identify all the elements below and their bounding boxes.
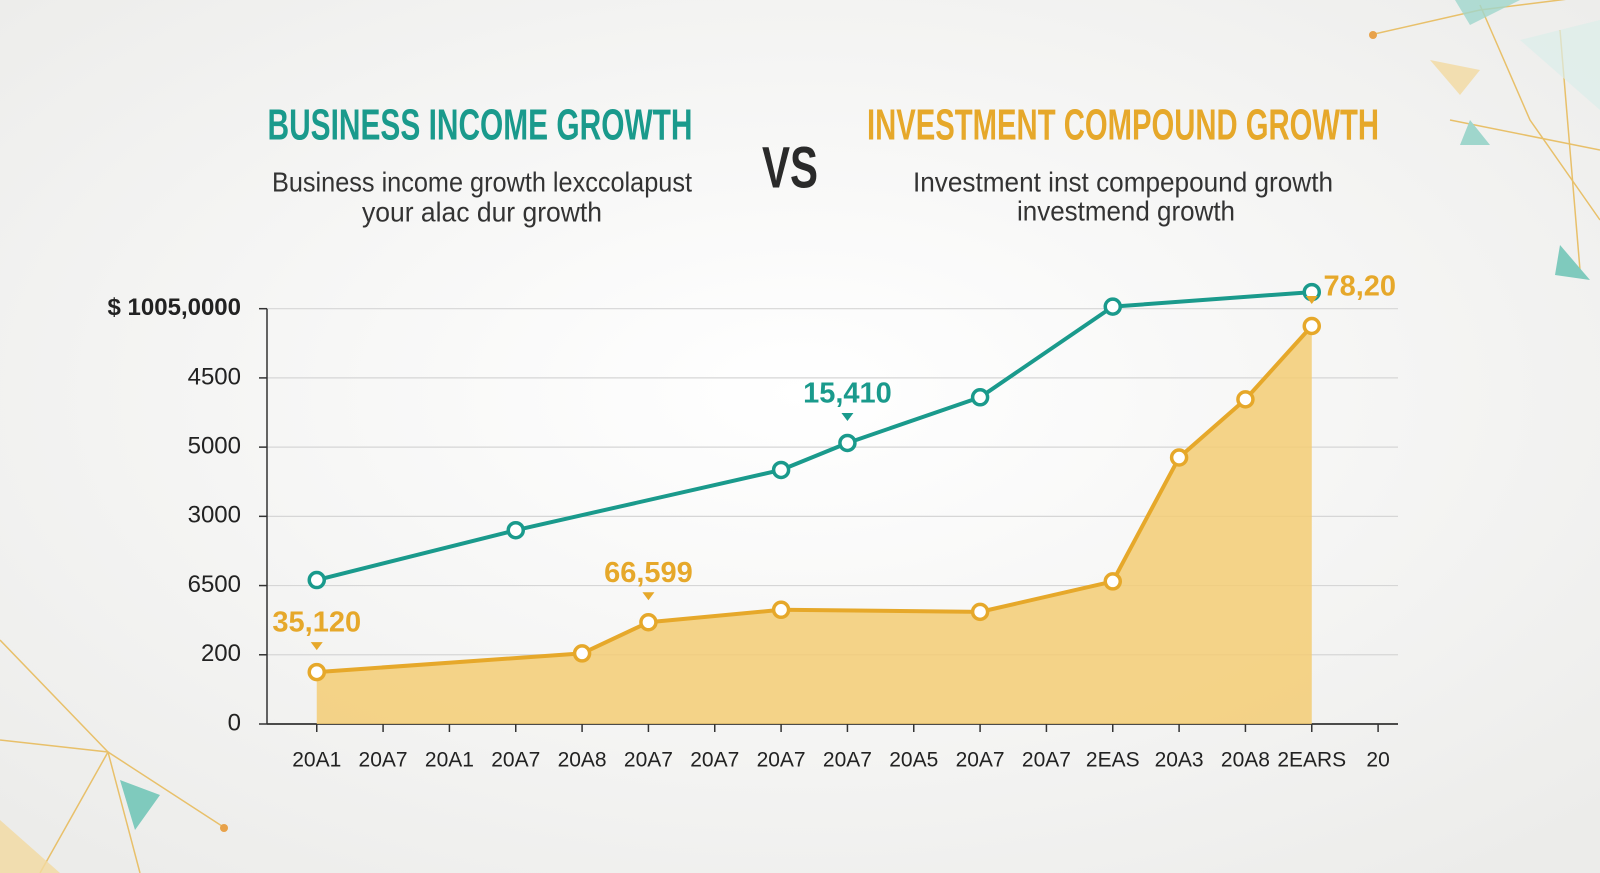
x-tick-label: 20A3 bbox=[1155, 749, 1204, 772]
y-tick-label: 3000 bbox=[188, 502, 241, 529]
x-tick-label: 20A7 bbox=[359, 749, 408, 772]
x-tick-label: 20A1 bbox=[292, 749, 341, 772]
annotation-arrow bbox=[1305, 295, 1318, 304]
point bbox=[639, 612, 658, 632]
point bbox=[1103, 572, 1123, 591]
annotation: 35,120 bbox=[272, 607, 361, 639]
y-tick-label: 4500 bbox=[188, 363, 241, 390]
annotation: 66,599 bbox=[604, 557, 693, 589]
x-tick-label: 20A7 bbox=[690, 749, 739, 772]
point bbox=[506, 520, 526, 540]
subtitle-line: your alac dur growth bbox=[362, 196, 602, 227]
point bbox=[307, 662, 327, 682]
x-tick-label: 20A8 bbox=[1221, 749, 1270, 772]
x-tick-label: 20A7 bbox=[956, 749, 1005, 772]
y-tick-label: 6500 bbox=[188, 571, 241, 598]
point bbox=[1302, 316, 1322, 336]
x-tick-label: 20A8 bbox=[558, 749, 607, 772]
annotation-arrow bbox=[310, 642, 323, 651]
subtitle-right-line: investmend growth bbox=[1017, 195, 1235, 226]
x-tick-label: 20A7 bbox=[491, 749, 540, 772]
point bbox=[1236, 390, 1255, 409]
y-tick-label: 5000 bbox=[188, 432, 241, 459]
x-tick-label: 20 bbox=[1366, 749, 1389, 772]
x-tick-label: 20A1 bbox=[425, 749, 474, 772]
point bbox=[307, 570, 327, 590]
area bbox=[316, 325, 1312, 724]
annotation: 78,20 bbox=[1323, 271, 1396, 303]
point bbox=[1103, 297, 1123, 316]
annotation-arrow bbox=[841, 412, 854, 421]
point bbox=[838, 433, 857, 453]
vs-label: VS bbox=[762, 135, 818, 200]
y-tick-label: $ 1005,0000 bbox=[108, 294, 241, 321]
x-tick-label: 2EARS bbox=[1277, 749, 1346, 772]
subtitle-line: Business income growth lexccolapust bbox=[272, 166, 692, 197]
y-tick-label: 0 bbox=[228, 709, 241, 736]
x-tick-label: 2EAS bbox=[1086, 749, 1140, 772]
x-tick-label: 20A7 bbox=[823, 749, 872, 772]
point bbox=[970, 602, 990, 622]
x-tick-label: 20A7 bbox=[757, 749, 806, 772]
point bbox=[771, 460, 791, 480]
subtitle-right-line: Investment inst compepound growth bbox=[913, 166, 1333, 197]
annotation: 15,410 bbox=[803, 378, 892, 410]
point bbox=[771, 600, 791, 620]
x-tick-label: 20A5 bbox=[889, 749, 938, 772]
annotation-arrow bbox=[642, 592, 655, 601]
point bbox=[970, 388, 990, 407]
title-right: INVESTMENT COMPOUND GROWTH bbox=[867, 101, 1379, 150]
point bbox=[572, 644, 592, 663]
x-tick-label: 20A7 bbox=[624, 749, 673, 772]
point bbox=[1169, 448, 1189, 467]
title: BUSINESS INCOME GROWTH bbox=[268, 101, 693, 150]
x-tick-label: 20A7 bbox=[1022, 749, 1071, 772]
y-tick-label: 200 bbox=[201, 640, 241, 667]
